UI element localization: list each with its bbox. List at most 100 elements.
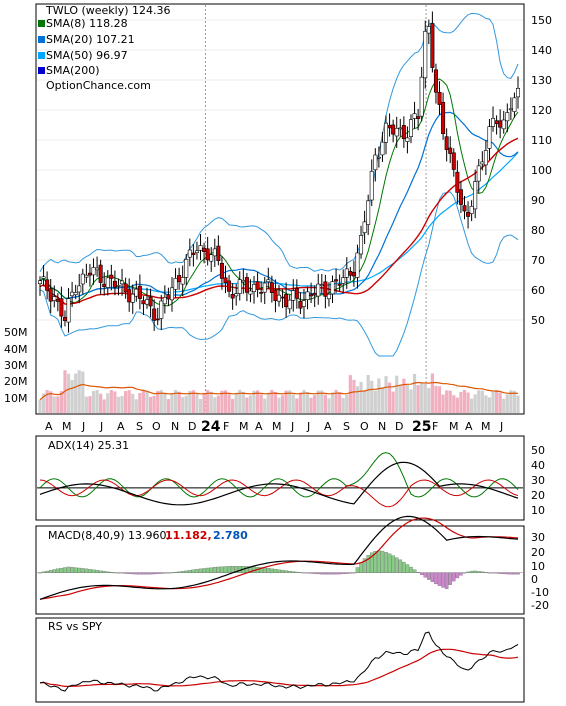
volume-bar xyxy=(241,391,245,413)
price-tick: 80 xyxy=(531,224,545,237)
candle-body xyxy=(84,274,89,278)
candle-body xyxy=(227,280,232,292)
candle-body xyxy=(248,290,253,295)
volume-bar xyxy=(327,398,331,413)
volume-bar xyxy=(84,396,88,413)
macd-histogram-bar xyxy=(494,572,499,574)
candle-body xyxy=(252,284,257,292)
volume-bar xyxy=(437,386,442,413)
candle-body xyxy=(508,108,513,111)
candle-body xyxy=(483,150,488,166)
volume-bar xyxy=(491,391,495,413)
macd-histogram-bar xyxy=(41,571,46,573)
price-tick: 150 xyxy=(531,14,552,27)
volume-bar xyxy=(412,373,417,413)
macd-histogram-bar xyxy=(316,572,320,575)
candle-body xyxy=(255,281,260,290)
candle-body xyxy=(73,292,78,295)
macd-histogram-bar xyxy=(127,572,131,574)
macd-histogram-bar xyxy=(362,558,367,573)
volume-bar xyxy=(66,373,71,413)
volume-bar xyxy=(313,395,317,413)
price-tick: 90 xyxy=(531,194,545,207)
candle-body xyxy=(159,300,164,319)
legend-sma50: SMA(50) 96.97 xyxy=(46,49,128,62)
candle-body xyxy=(269,282,274,293)
macd-histogram-bar xyxy=(130,572,135,575)
legend-swatch-sma50 xyxy=(38,52,45,59)
candle-body xyxy=(326,293,331,300)
candle-body xyxy=(173,278,178,290)
price-tick: 130 xyxy=(531,74,552,87)
volume-bar xyxy=(213,397,217,413)
volume-bar xyxy=(41,393,46,413)
macd-y-axis: 30 20 10 0 -10 -20 xyxy=(531,531,549,612)
price-tick: 100 xyxy=(531,164,552,177)
volume-bar xyxy=(127,390,131,413)
volume-bar xyxy=(95,390,99,413)
candle-body xyxy=(423,31,428,79)
volume-bar xyxy=(148,396,153,413)
macd-histogram-bar xyxy=(145,572,149,575)
candle-body xyxy=(491,118,496,127)
volume-bar xyxy=(184,395,188,413)
volume-bar xyxy=(216,395,220,413)
candle-body xyxy=(469,206,474,214)
macd-histogram-bar xyxy=(484,572,488,573)
volume-bar xyxy=(387,382,392,413)
price-tick: 50 xyxy=(531,314,545,327)
volume-bar xyxy=(405,385,410,413)
volume-bar xyxy=(330,392,335,413)
volume-bar xyxy=(52,396,56,413)
candle-body xyxy=(130,293,135,303)
macd-histogram-bar xyxy=(152,572,156,575)
macd-histogram-bar xyxy=(330,572,335,575)
adx-panel xyxy=(35,435,525,521)
macd-histogram-bar xyxy=(277,569,281,573)
macd-histogram-bar xyxy=(305,572,310,574)
volume-bar xyxy=(159,390,163,413)
x-tick: D xyxy=(188,420,196,433)
candle-body xyxy=(127,289,132,303)
macd-histogram-bar xyxy=(327,572,331,575)
macd-histogram-bar xyxy=(195,569,199,573)
volume-bar xyxy=(366,374,370,413)
macd-histogram-bar xyxy=(434,572,438,585)
macd-histogram-bar xyxy=(177,571,181,573)
candle-body xyxy=(180,277,185,285)
candle-body xyxy=(387,124,392,129)
candle-body xyxy=(316,283,321,297)
macd-tick: -10 xyxy=(531,586,549,599)
macd-histogram-bar xyxy=(309,572,313,574)
macd-label-black: MACD(8,40,9) 13.960, xyxy=(48,529,170,542)
macd-histogram-bar xyxy=(366,555,370,573)
volume-bar xyxy=(334,389,338,413)
candle-body xyxy=(355,252,360,278)
volume-tick: 40M xyxy=(4,343,28,356)
candle-body xyxy=(348,271,353,276)
candle-body xyxy=(241,280,246,283)
x-tick: S xyxy=(136,420,143,433)
macd-histogram-bar xyxy=(355,567,360,573)
candle-body xyxy=(62,317,67,322)
volume-bar xyxy=(291,394,295,413)
volume-bar xyxy=(131,393,135,413)
volume-bar xyxy=(113,391,117,413)
candle-body xyxy=(401,125,406,139)
volume-bar xyxy=(145,391,149,413)
macd-histogram-bar xyxy=(405,564,410,573)
macd-histogram-bar xyxy=(341,572,345,575)
volume-bar xyxy=(348,375,352,413)
macd-histogram-bar xyxy=(512,572,517,575)
x-tick: A xyxy=(117,420,125,433)
x-tick: N xyxy=(378,420,386,433)
macd-histogram-bar xyxy=(473,570,477,573)
candle-body xyxy=(184,259,189,278)
candle-body xyxy=(430,23,435,68)
volume-bar xyxy=(302,389,306,413)
x-tick: M xyxy=(481,420,491,433)
volume-bar xyxy=(363,390,367,413)
volume-bar xyxy=(259,394,263,413)
candle-body xyxy=(515,87,520,98)
